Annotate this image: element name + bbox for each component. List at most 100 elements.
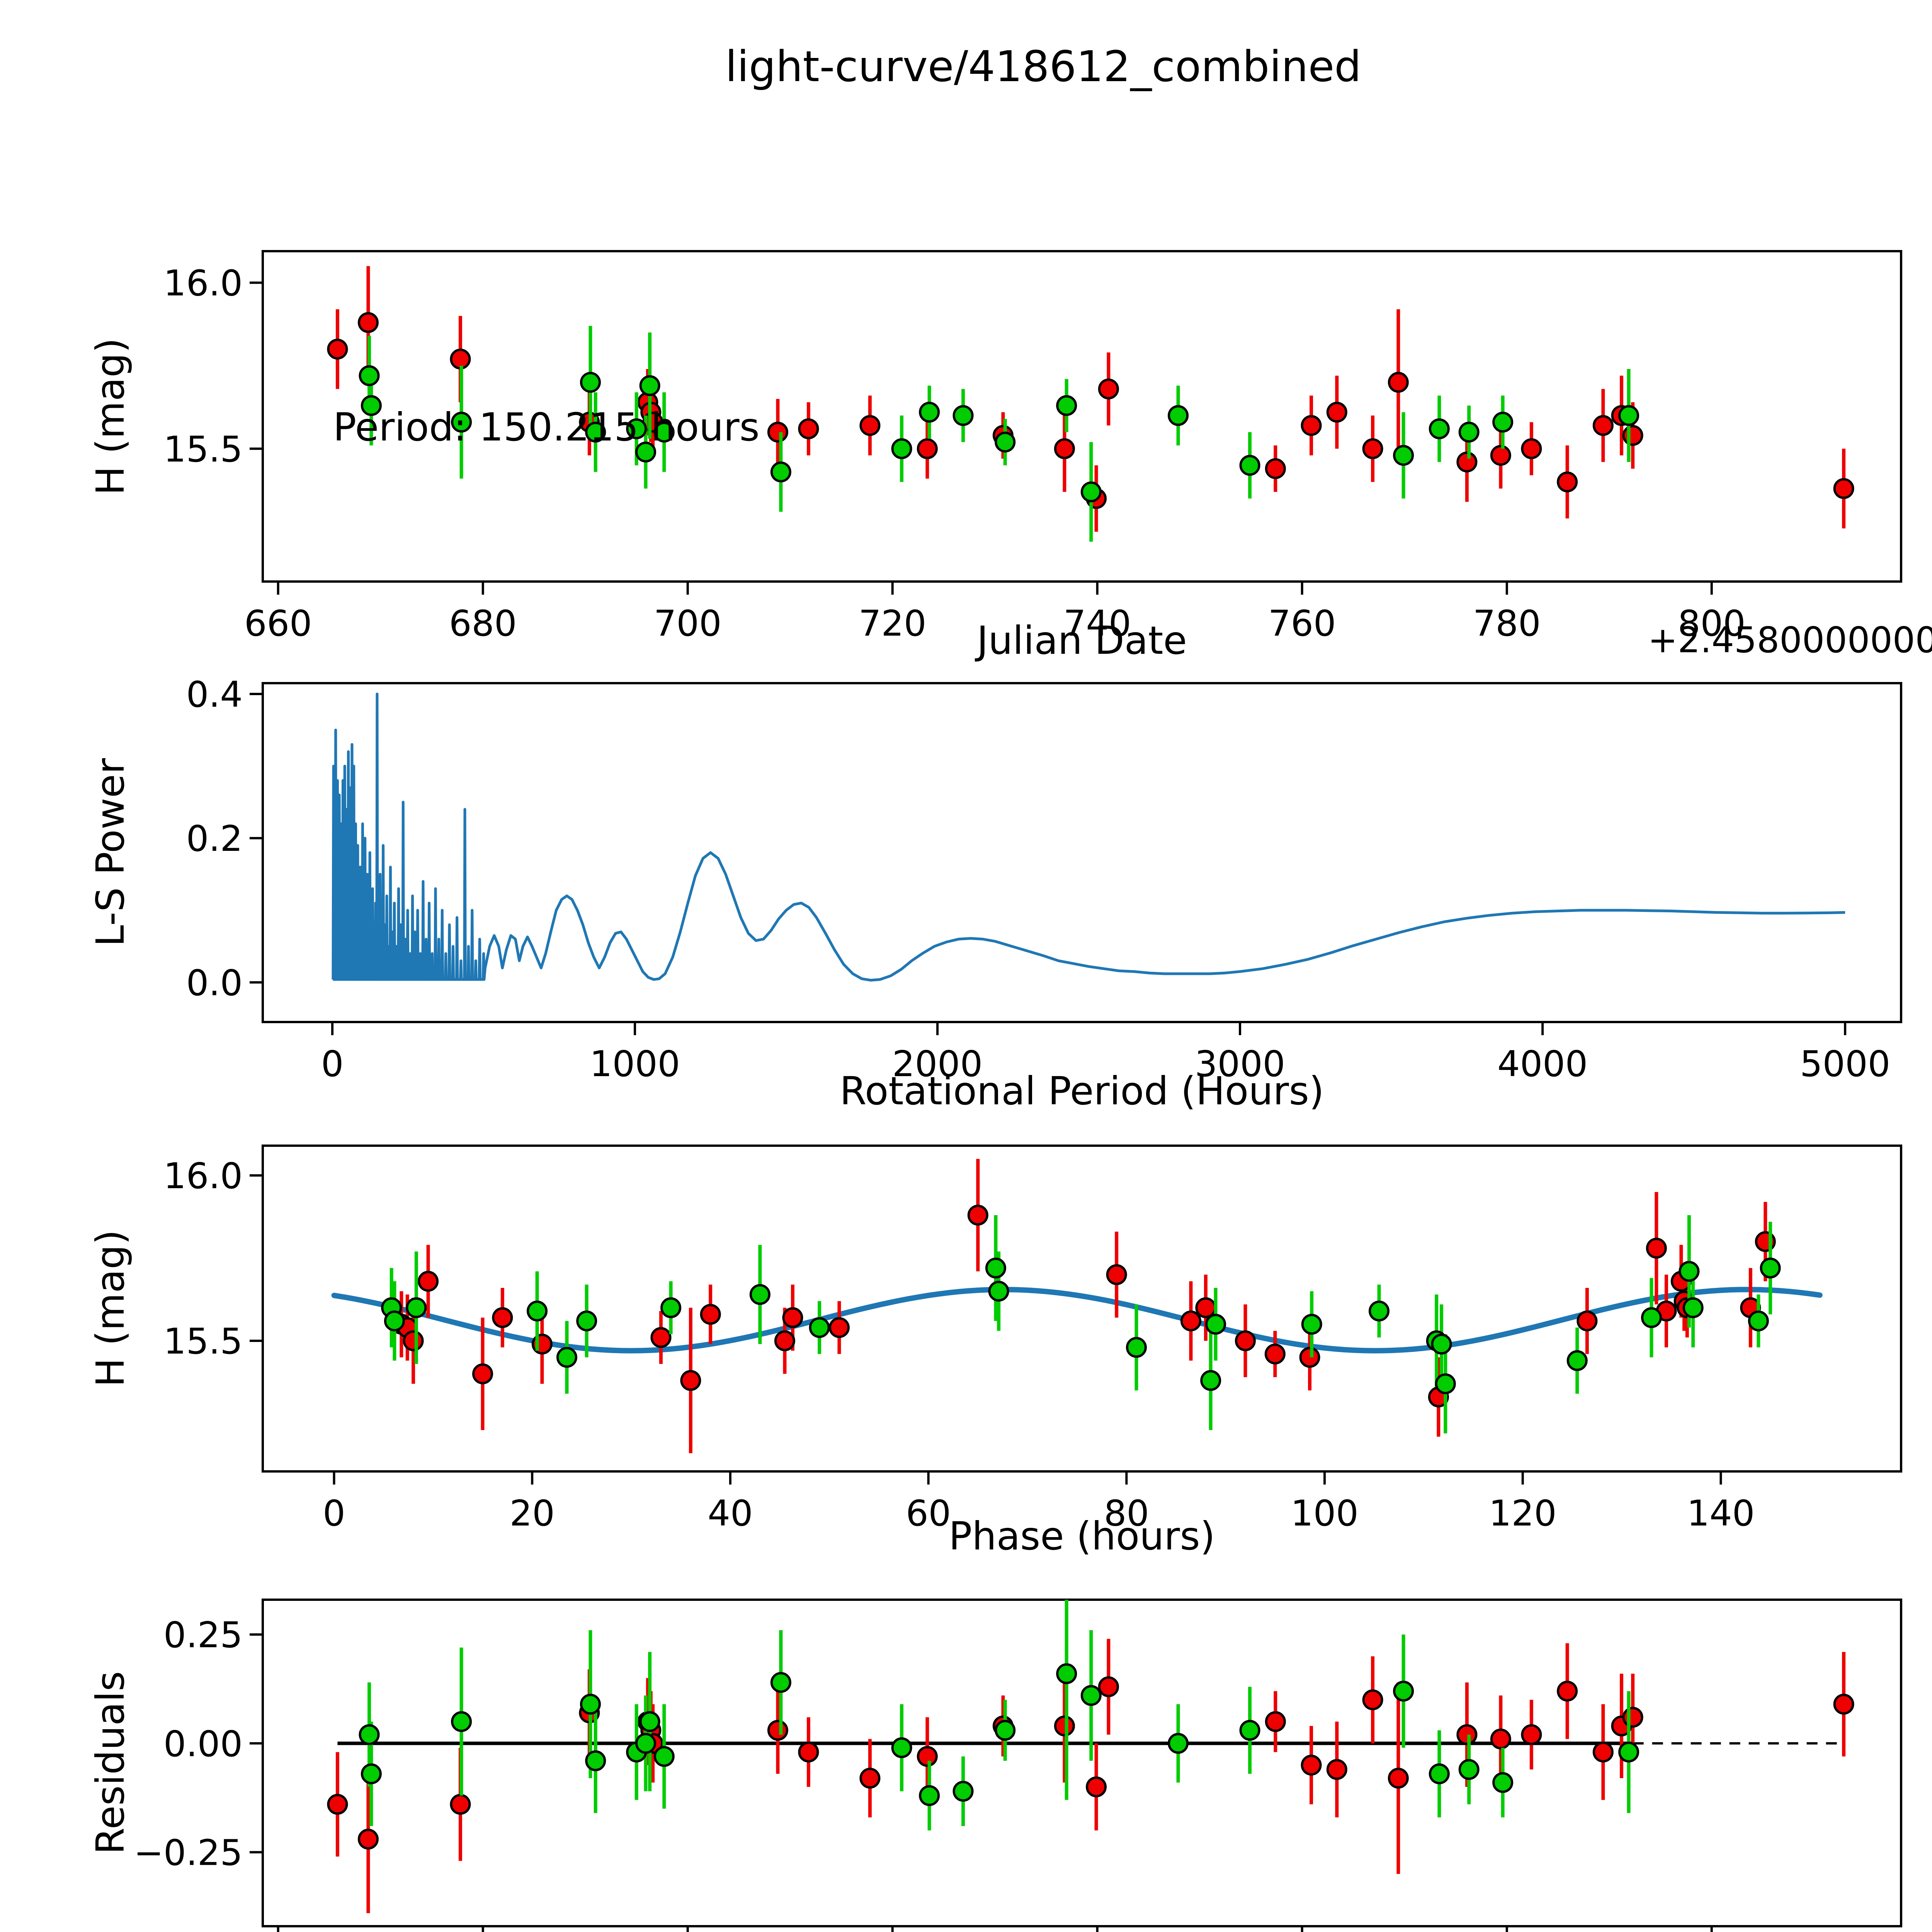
- data-point: [1388, 1767, 1409, 1789]
- data-point: [384, 1310, 405, 1332]
- data-point: [1080, 481, 1102, 502]
- data-point: [492, 1307, 513, 1328]
- data-point: [1393, 445, 1414, 466]
- data-point: [749, 1284, 770, 1305]
- data-point: [952, 405, 974, 426]
- data-point: [967, 1204, 988, 1226]
- figure-title: light-curve/418612_combined: [725, 42, 1361, 91]
- data-point: [1557, 471, 1578, 493]
- data-point: [919, 1785, 940, 1806]
- data-point: [1577, 1310, 1598, 1332]
- data-point: [995, 1720, 1016, 1741]
- data-point: [1521, 1724, 1542, 1745]
- data-point: [451, 412, 472, 433]
- data-point: [403, 1330, 424, 1351]
- x-tick-label: 40: [707, 1493, 753, 1534]
- axes-frame: [262, 1145, 1902, 1473]
- data-point: [1168, 1733, 1189, 1754]
- x-tick-label: 3000: [1195, 1043, 1285, 1085]
- data-point: [406, 1297, 427, 1318]
- data-point: [418, 1270, 439, 1292]
- data-point: [1458, 422, 1480, 443]
- ax1-x-offset-label: +2.4580000000e6: [1648, 619, 1932, 661]
- data-point: [770, 1672, 791, 1693]
- data-point: [527, 1300, 548, 1321]
- data-point: [635, 1733, 656, 1754]
- panel-residuals: 6606807007207407607808000.250.00−0.25: [134, 1599, 1902, 1932]
- data-point: [1622, 425, 1643, 446]
- data-point: [580, 372, 601, 393]
- data-point: [919, 401, 940, 423]
- data-point: [1431, 1333, 1452, 1355]
- data-point: [585, 422, 606, 443]
- data-point: [653, 1746, 675, 1767]
- data-point: [626, 418, 647, 439]
- x-tick-label: 700: [654, 603, 722, 644]
- data-point: [1760, 1257, 1781, 1279]
- data-point: [1435, 1373, 1456, 1395]
- ax3-y-axis-label: H (mag): [88, 1230, 133, 1387]
- data-point: [798, 418, 819, 439]
- data-point: [700, 1304, 721, 1325]
- data-point: [585, 1750, 606, 1771]
- data-point: [653, 422, 675, 443]
- data-point: [995, 432, 1016, 453]
- data-point: [1393, 1680, 1414, 1702]
- data-point: [357, 1828, 379, 1850]
- data-point: [1054, 438, 1075, 459]
- data-point: [1239, 1720, 1260, 1741]
- data-point: [1429, 418, 1450, 439]
- data-point: [1080, 1685, 1102, 1706]
- data-point: [828, 1317, 850, 1338]
- data-point: [1521, 438, 1542, 459]
- ax4-y-axis-label: Residuals: [88, 1671, 133, 1854]
- data-point: [1492, 1772, 1514, 1793]
- axes-frame: [262, 1599, 1902, 1927]
- data-point: [650, 1327, 672, 1348]
- data-point: [1265, 458, 1286, 479]
- panel-phased-light-curve: 0 20 40 60 80 100 120 140 16.0 15.5: [163, 1145, 1902, 1534]
- x-tick-label: 740: [1063, 603, 1131, 644]
- x-tick-label: 780: [1473, 603, 1541, 644]
- data-point: [1326, 1759, 1347, 1780]
- data-point: [660, 1297, 682, 1318]
- data-point: [1490, 1728, 1511, 1750]
- x-tick-label: 2000: [892, 1043, 983, 1085]
- data-point: [680, 1370, 701, 1391]
- x-tick-label: 660: [244, 603, 312, 644]
- y-tick-label: 0.2: [186, 818, 243, 859]
- y-tick-label: 0.4: [186, 674, 243, 715]
- data-point: [1126, 1337, 1147, 1358]
- data-point: [1086, 1776, 1107, 1798]
- y-tick-label: 16.0: [163, 1155, 243, 1197]
- data-point: [1239, 455, 1260, 476]
- data-point: [1205, 1314, 1226, 1335]
- data-point: [1168, 405, 1189, 426]
- x-tick-label: 140: [1687, 1493, 1755, 1534]
- data-point: [891, 438, 912, 459]
- data-point: [1098, 1676, 1119, 1697]
- panel-unphased-light-curve: 660 680 700 720 740 760 780 800 16.0 15.5: [163, 250, 1902, 644]
- data-point: [1195, 1297, 1216, 1318]
- data-point: [1429, 1763, 1450, 1784]
- data-point: [1362, 1689, 1383, 1711]
- x-tick-label: 60: [906, 1493, 951, 1534]
- data-point: [556, 1347, 577, 1368]
- data-point: [1618, 1742, 1639, 1763]
- x-tick-label: 20: [510, 1493, 555, 1534]
- data-point: [1362, 438, 1383, 459]
- data-point: [361, 395, 382, 416]
- y-tick-label: −0.25: [134, 1832, 243, 1873]
- data-point: [1641, 1307, 1662, 1328]
- y-tick-label: 16.0: [163, 263, 243, 304]
- axes-frame: [262, 250, 1902, 583]
- data-point: [1592, 415, 1614, 436]
- data-point: [1833, 1694, 1854, 1715]
- x-tick-label: 5000: [1800, 1043, 1890, 1085]
- data-point: [1264, 1344, 1286, 1365]
- x-tick-label: 0: [323, 1493, 345, 1534]
- data-point: [576, 1310, 597, 1332]
- sinusoid-fit-curve: [331, 1287, 1823, 1354]
